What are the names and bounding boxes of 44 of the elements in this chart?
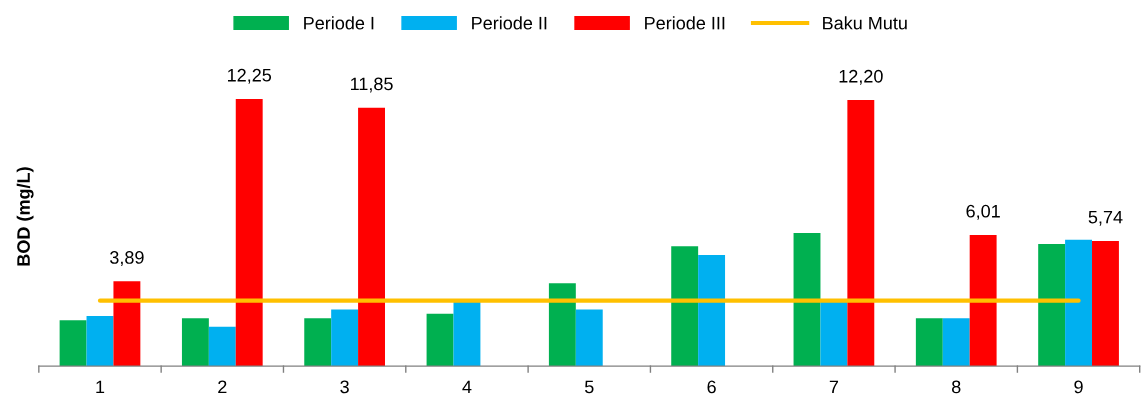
bar (847, 100, 875, 367)
bar (915, 318, 943, 367)
bar (426, 313, 454, 367)
legend-label: Periode III (645, 16, 725, 30)
x-tick-label: 3 (340, 380, 349, 394)
bar (86, 315, 114, 367)
x-tick-label: 7 (829, 380, 839, 394)
x-tick-label: 1 (96, 380, 105, 394)
x-tick-label: 2 (218, 380, 227, 394)
bar (942, 318, 970, 367)
data-label: 6,01 (966, 204, 1000, 220)
bar (1038, 244, 1066, 367)
legend-label: Periode II (472, 16, 547, 30)
bar (575, 309, 603, 367)
legend-label: Baku Mutu (823, 16, 907, 30)
y-axis-title: BOD (mg/L) (16, 167, 34, 266)
x-tick-label: 9 (1074, 380, 1083, 394)
bar (698, 254, 726, 367)
bar (358, 107, 385, 367)
bar (548, 283, 576, 367)
data-label: 12,25 (228, 68, 272, 84)
bar (113, 281, 141, 367)
x-tick-label: 6 (707, 380, 716, 394)
bar (1065, 239, 1093, 367)
bar (331, 309, 359, 367)
bar (1092, 240, 1119, 367)
legend-label: Periode I (304, 16, 374, 30)
bar (304, 318, 332, 367)
bar (235, 99, 263, 367)
x-tick-label: 5 (584, 380, 594, 394)
bar (671, 246, 699, 367)
x-tick-label: 4 (462, 380, 472, 394)
bar (793, 233, 821, 367)
bar (59, 320, 87, 367)
bar (208, 326, 236, 367)
data-label: 11,85 (350, 77, 393, 93)
bar (453, 300, 481, 367)
data-label: 12,20 (839, 69, 883, 85)
x-tick-label: 8 (952, 380, 961, 394)
data-label: 3,89 (110, 251, 144, 266)
bar (181, 318, 209, 367)
bar (969, 235, 997, 367)
data-label: 5,74 (1088, 210, 1123, 226)
bar (820, 300, 848, 367)
